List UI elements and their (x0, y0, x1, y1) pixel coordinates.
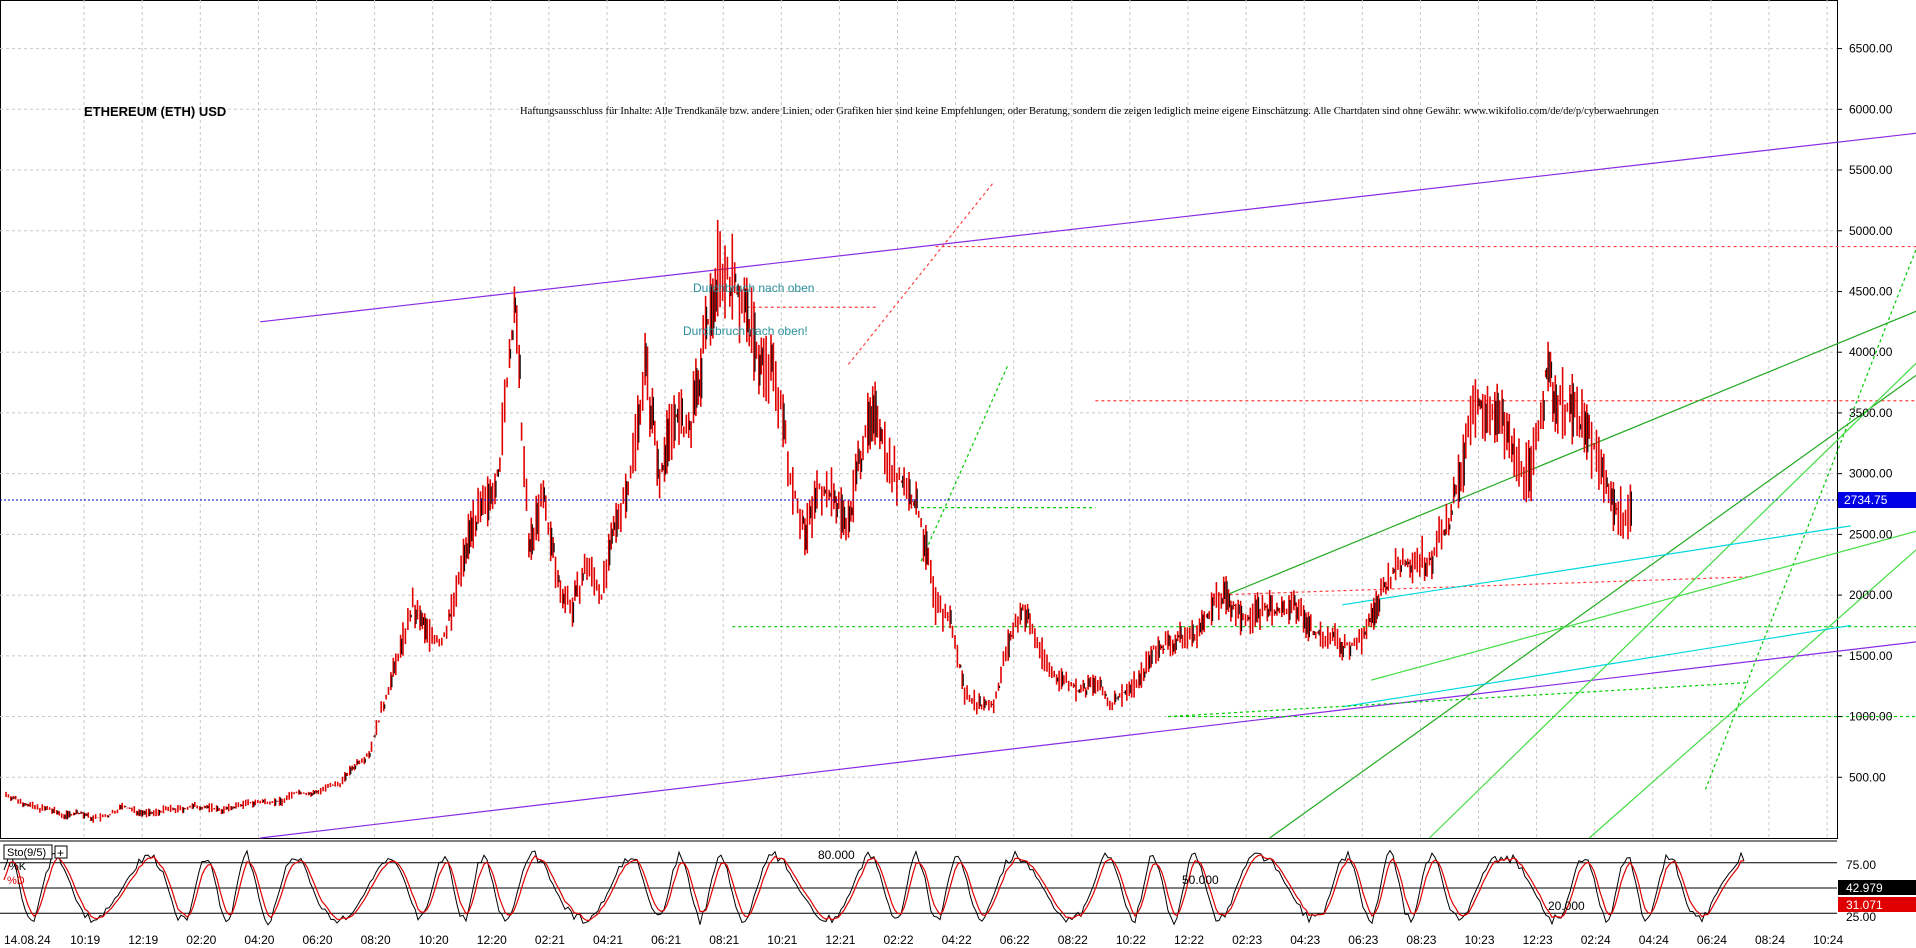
x-tick-label: 06:20 (303, 933, 333, 947)
trend-line (1342, 624, 1851, 708)
x-tick-label: 04:24 (1639, 933, 1669, 947)
y-tick-label: 4000.00 (1849, 345, 1893, 359)
trend-line (1167, 681, 1750, 718)
osc-d-value: 31.071 (1846, 898, 1883, 912)
x-tick-label: 10:23 (1465, 933, 1495, 947)
trend-line (1429, 362, 1916, 839)
disclaimer-text: Haftungsausschluss für Inhalte: Alle Tre… (520, 106, 1659, 117)
trend-line (1225, 310, 1916, 596)
osc-k-badge (1838, 880, 1916, 895)
x-tick-label: 04:23 (1290, 933, 1320, 947)
x-tick-label: 10:21 (767, 933, 797, 947)
y-tick-label: 1500.00 (1849, 649, 1893, 663)
price-axis: 500.00 1000.00 1500.00 2000.00 2500.00 3000.0… (1837, 42, 1893, 784)
trend-line (847, 181, 995, 365)
x-tick-label: 06:22 (1000, 933, 1030, 947)
y-tick-label: 3000.00 (1849, 467, 1893, 481)
trend-lines (260, 132, 1916, 839)
y-tick-label: 5500.00 (1849, 163, 1893, 177)
trend-line (260, 641, 1916, 839)
trend-line (1269, 374, 1916, 839)
oscillator-k-label: %K (9, 861, 27, 873)
grid (0, 0, 1837, 838)
x-tick-label: 14.08.24 (4, 933, 51, 947)
stochastic-oscillator (0, 849, 1837, 926)
trend-line (1371, 530, 1916, 681)
y-tick-label: 500.00 (1849, 770, 1886, 784)
current-price-badge (1838, 492, 1916, 508)
x-tick-label: 08:20 (361, 933, 391, 947)
trend-line (1704, 247, 1916, 790)
x-tick-label: 06:23 (1348, 933, 1378, 947)
x-tick-label: 06:21 (651, 933, 681, 947)
price-plot-frame (0, 0, 1838, 839)
osc-k-line (3, 849, 1745, 926)
y-tick-label: 5000.00 (1849, 224, 1893, 238)
current-price-label: 2734.75 (1844, 493, 1888, 507)
x-tick-label: 04:20 (244, 933, 274, 947)
x-tick-label: 10:22 (1116, 933, 1146, 947)
x-tick-label: 04:22 (942, 933, 972, 947)
x-tick-label: 10:19 (70, 933, 100, 947)
x-tick-label: 12:21 (825, 933, 855, 947)
y-tick-label: 1000.00 (1849, 710, 1893, 724)
time-axis: 14.08.24 10:19 12:19 02:20 04:20 06:20 08:20 10… (4, 933, 1843, 947)
price-series (5, 219, 1632, 823)
plus-icon: + (57, 846, 64, 860)
price-candles-black (11, 273, 1632, 821)
x-tick-label: 02:20 (186, 933, 216, 947)
annotation-breakout-1: Durchbruch nach oben (693, 281, 814, 295)
annotation-breakout-2: Durchbruch nach oben! (683, 324, 808, 338)
x-tick-label: 10:24 (1813, 933, 1843, 947)
oscillator-d-label: %D (7, 875, 25, 887)
x-tick-label: 08:23 (1406, 933, 1436, 947)
y-tick-label: 6000.00 (1849, 102, 1893, 116)
y-tick-label: 6500.00 (1849, 42, 1893, 56)
osc-axis-label-25: 25.00 (1846, 910, 1876, 924)
x-tick-label: 02:23 (1232, 933, 1262, 947)
x-tick-label: 02:22 (884, 933, 914, 947)
x-tick-label: 08:21 (709, 933, 739, 947)
x-tick-label: 04:21 (593, 933, 623, 947)
trend-line (1342, 525, 1851, 606)
trend-line (260, 132, 1916, 323)
oscillator-expand-button[interactable] (54, 845, 68, 859)
oscillator-name: Sto(9/5) (7, 847, 46, 859)
x-tick-label: 12:20 (477, 933, 507, 947)
x-tick-label: 08:24 (1755, 933, 1785, 947)
osc-k-value: 42.979 (1846, 881, 1883, 895)
chart-title: ETHEREUM (ETH) USD (84, 104, 226, 119)
x-tick-label: 06:24 (1697, 933, 1727, 947)
trend-line (920, 364, 1009, 562)
oscillator-name-box (3, 844, 53, 860)
y-tick-label: 4500.00 (1849, 284, 1893, 298)
osc-level-20-label: 20.000 (1548, 899, 1585, 913)
osc-level-50-label: 50.000 (1182, 873, 1219, 887)
y-tick-label: 2000.00 (1849, 588, 1893, 602)
osc-axis-label-75: 75.00 (1846, 858, 1876, 872)
y-tick-label: 2500.00 (1849, 527, 1893, 541)
osc-d-badge (1838, 897, 1916, 912)
y-tick-label: 3500.00 (1849, 406, 1893, 420)
x-tick-label: 08:22 (1058, 933, 1088, 947)
x-tick-label: 10:20 (419, 933, 449, 947)
x-tick-label: 12:22 (1174, 933, 1204, 947)
x-tick-label: 02:24 (1581, 933, 1611, 947)
osc-level-80-label: 80.000 (818, 848, 855, 862)
x-tick-label: 12:19 (128, 933, 158, 947)
osc-d-line (3, 854, 1744, 922)
x-tick-label: 02:21 (535, 933, 565, 947)
x-tick-label: 12:23 (1523, 933, 1553, 947)
trend-line (1588, 549, 1916, 839)
price-candles-red (5, 219, 1632, 823)
